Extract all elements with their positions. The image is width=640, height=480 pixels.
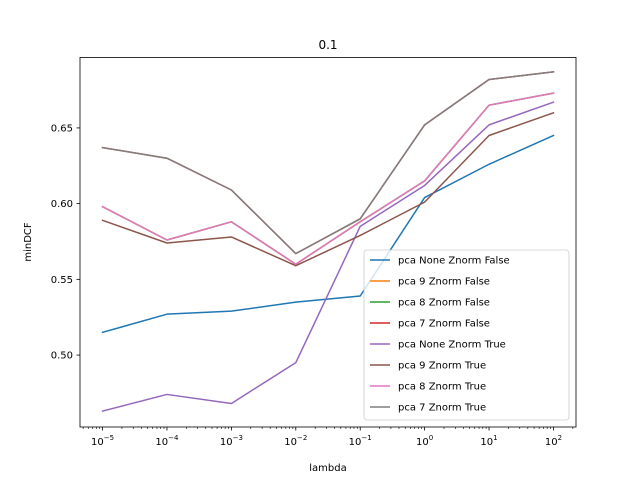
legend: pca None Znorm False pca 9 Znorm False pca… (363, 249, 570, 421)
x-tick-label: 10−1 (349, 434, 372, 448)
x-axis-label: lambda (309, 463, 346, 474)
legend-label-2: pca 9 Znorm False (398, 277, 490, 288)
series-line-7 (101, 92, 555, 265)
x-tick-label: 100 (416, 434, 433, 448)
legend-label-6: pca 9 Znorm True (398, 361, 486, 372)
series-line-6 (101, 111, 555, 267)
legend-box (363, 249, 570, 421)
series-line-5 (101, 101, 555, 413)
x-axis-ticks: 10−5 10−4 10−3 10−2 10−1 100 101 102 (82, 427, 574, 448)
legend-label-1: pca None Znorm False (398, 256, 510, 267)
y-tick-label: 0.50 (51, 351, 73, 362)
x-tick-label: 101 (480, 434, 497, 448)
y-axis-label: minDCF (23, 222, 34, 262)
series-line-8 (101, 71, 555, 255)
x-tick-label: 102 (545, 434, 562, 448)
legend-label-7: pca 8 Znorm True (398, 382, 486, 393)
plot-area (101, 71, 555, 413)
y-tick-label: 0.60 (51, 199, 73, 210)
y-tick-label: 0.55 (51, 275, 73, 286)
axes-frame (79, 57, 577, 428)
x-tick-label: 10−2 (284, 434, 307, 448)
x-tick-label: 10−5 (91, 434, 114, 448)
legend-label-5: pca None Znorm True (398, 340, 506, 351)
legend-label-3: pca 8 Znorm False (398, 298, 490, 309)
axes (79, 57, 577, 428)
legend-label-4: pca 7 Znorm False (398, 319, 490, 330)
series-line-1 (101, 134, 555, 334)
y-tick-label: 0.65 (51, 123, 73, 134)
chart-title: 0.1 (318, 38, 337, 52)
x-tick-label: 10−3 (220, 434, 243, 448)
legend-label-8: pca 7 Znorm True (398, 403, 486, 414)
y-axis-ticks: 0.50 0.55 0.60 0.65 (51, 123, 80, 362)
x-tick-label: 10−4 (155, 434, 179, 448)
